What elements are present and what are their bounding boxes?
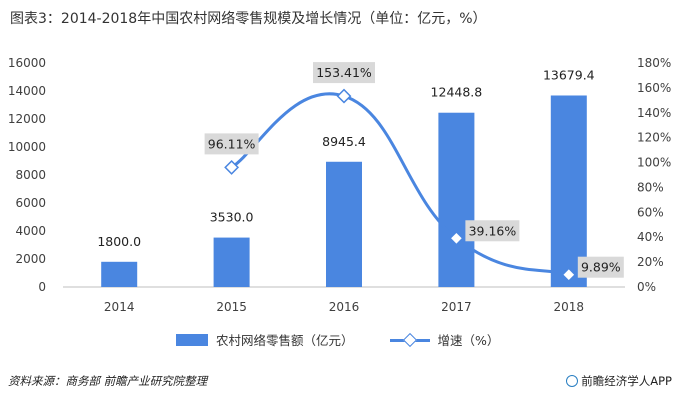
line-value-label: 153.41% (316, 65, 372, 80)
line-label-box (577, 256, 624, 278)
y-left-tick-label: 16000 (8, 56, 46, 70)
y-left-tick-label: 14000 (8, 84, 46, 98)
line-series (224, 88, 577, 283)
line-label-box (204, 133, 259, 155)
x-tick-label: 2018 (554, 300, 585, 314)
line-value-label: 39.16% (469, 223, 517, 238)
y-right-tick-label: 80% (637, 180, 664, 194)
growth-line (230, 92, 570, 277)
bar (101, 261, 138, 287)
app-credit-label: 前瞻经济学人APP (581, 374, 672, 388)
app-credit: 前瞻经济学人APP (566, 373, 672, 389)
x-tick-label: 2016 (329, 300, 360, 314)
legend-label-line: 增速（%） (437, 333, 500, 348)
legend-item-bar: 农村网络零售额（亿元） (176, 330, 354, 349)
line-marker (561, 267, 577, 283)
bar-series (101, 95, 587, 287)
bar-value-label: 13679.4 (543, 67, 595, 82)
y-right-tick-label: 0% (637, 280, 656, 294)
x-tick-label: 2015 (216, 300, 247, 314)
bar-value-label: 3530.0 (210, 210, 254, 225)
bar-value-label: 8945.4 (322, 134, 366, 149)
y-right-tick-label: 100% (637, 156, 671, 170)
line-marker (224, 159, 240, 175)
y-left-tick-label: 4000 (15, 224, 46, 238)
y-left-tick-label: 0 (38, 280, 46, 294)
y-left-tick-label: 8000 (15, 168, 46, 182)
bar-data-labels: 1800.0 3530.0 8945.4 12448.8 13679.4 (97, 67, 594, 248)
legend-swatch-bar (176, 333, 208, 346)
y-right-axis: 0% 20% 40% 60% 80% 100% 120% 140% 160% 180% (637, 56, 671, 294)
bar-value-label: 12448.8 (431, 85, 483, 100)
y-right-tick-label: 120% (637, 131, 671, 145)
y-right-tick-label: 160% (637, 81, 671, 95)
x-axis: 2014 2015 2016 2017 2018 (63, 286, 625, 314)
bar (213, 237, 250, 287)
y-left-tick-label: 6000 (15, 196, 46, 210)
y-right-tick-label: 140% (637, 106, 671, 120)
line-marker (448, 230, 464, 246)
y-left-tick-label: 12000 (8, 112, 46, 126)
source-note: 资料来源：商务部 前瞻产业研究院整理 (8, 374, 208, 388)
bar-value-label: 1800.0 (97, 234, 141, 249)
line-data-labels: 96.11% 153.41% 39.16% 9.89% (204, 62, 624, 278)
line-marker (336, 88, 352, 104)
bar (326, 161, 362, 287)
chart-title: 图表3：2014-2018年中国农村网络零售规模及增长情况（单位：亿元，%） (10, 11, 487, 27)
y-left-tick-label: 10000 (8, 140, 46, 154)
y-left-axis: 0 2000 4000 6000 8000 10000 12000 14000 16000 (8, 56, 46, 294)
y-right-tick-label: 60% (637, 205, 664, 219)
legend: 农村网络零售额（亿元） 增速（%） (176, 330, 535, 349)
line-value-label: 9.89% (581, 260, 621, 275)
legend-label-bar: 农村网络零售额（亿元） (216, 333, 354, 348)
bar (550, 95, 587, 287)
legend-swatch-line (389, 334, 430, 346)
line-label-box (313, 62, 375, 84)
line-label-box (465, 220, 520, 242)
y-right-tick-label: 180% (637, 56, 671, 70)
brand-logo-icon (566, 375, 579, 387)
bar (438, 112, 475, 287)
x-tick-label: 2017 (441, 300, 472, 314)
x-tick-label: 2014 (104, 300, 135, 314)
y-left-tick-label: 2000 (15, 252, 46, 266)
line-value-label: 96.11% (208, 136, 256, 151)
legend-item-line: 增速（%） (389, 330, 500, 349)
y-right-tick-label: 20% (637, 255, 664, 269)
y-right-tick-label: 40% (637, 230, 664, 244)
